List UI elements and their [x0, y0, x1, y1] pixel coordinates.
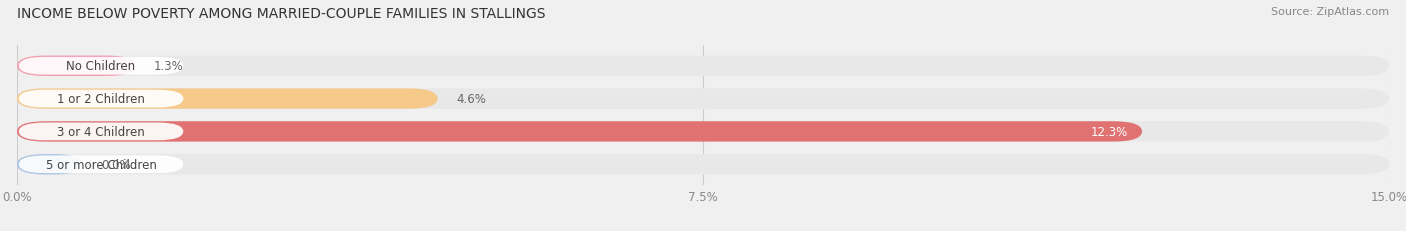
FancyBboxPatch shape — [18, 156, 183, 173]
Text: No Children: No Children — [66, 60, 135, 73]
Text: INCOME BELOW POVERTY AMONG MARRIED-COUPLE FAMILIES IN STALLINGS: INCOME BELOW POVERTY AMONG MARRIED-COUPL… — [17, 7, 546, 21]
FancyBboxPatch shape — [17, 89, 437, 109]
FancyBboxPatch shape — [18, 58, 183, 75]
FancyBboxPatch shape — [18, 90, 183, 108]
FancyBboxPatch shape — [17, 56, 136, 77]
Text: 12.3%: 12.3% — [1091, 125, 1129, 138]
FancyBboxPatch shape — [17, 154, 83, 175]
Text: 3 or 4 Children: 3 or 4 Children — [58, 125, 145, 138]
FancyBboxPatch shape — [17, 122, 1142, 142]
Text: 4.6%: 4.6% — [456, 93, 486, 106]
Text: 1 or 2 Children: 1 or 2 Children — [58, 93, 145, 106]
FancyBboxPatch shape — [18, 123, 183, 141]
Text: 5 or more Children: 5 or more Children — [45, 158, 156, 171]
FancyBboxPatch shape — [17, 56, 1389, 77]
FancyBboxPatch shape — [17, 89, 1389, 109]
Text: 0.0%: 0.0% — [101, 158, 131, 171]
FancyBboxPatch shape — [17, 122, 1389, 142]
FancyBboxPatch shape — [17, 154, 1389, 175]
Text: 1.3%: 1.3% — [155, 60, 184, 73]
Text: Source: ZipAtlas.com: Source: ZipAtlas.com — [1271, 7, 1389, 17]
